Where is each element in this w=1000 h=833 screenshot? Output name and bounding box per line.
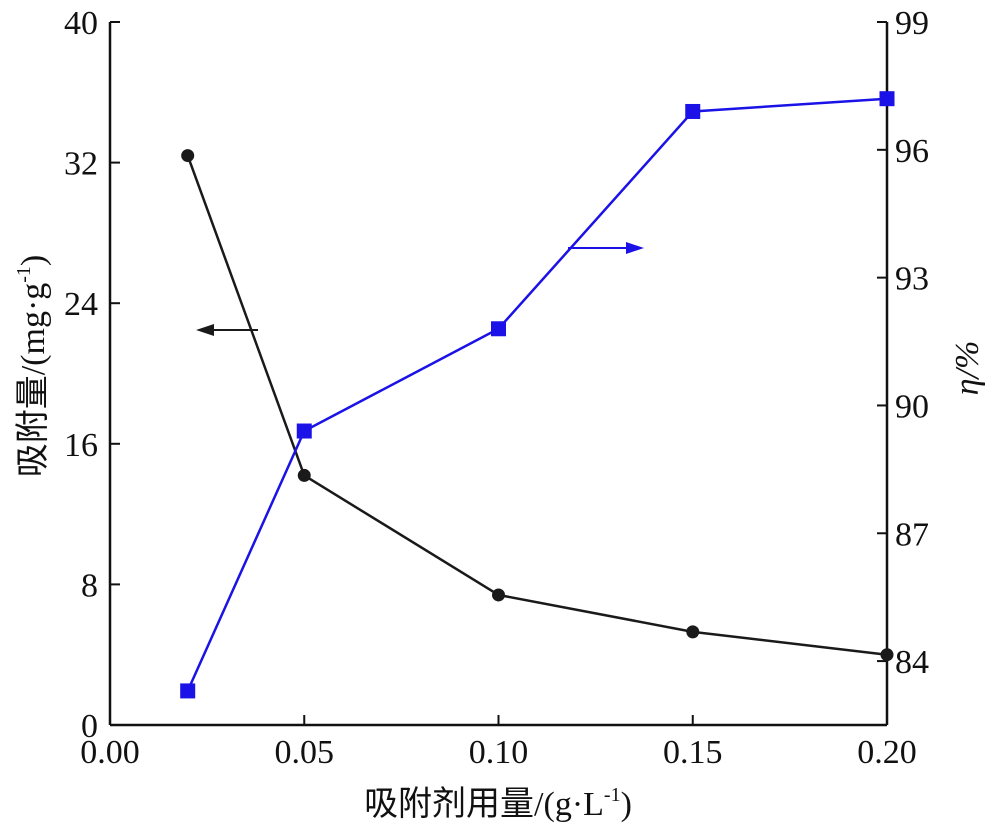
series-line-left <box>186 155 888 656</box>
x-tick-label: 0.00 <box>80 734 140 771</box>
y-left-tick-label: 24 <box>64 286 98 323</box>
y-left-tick-label: 32 <box>64 146 98 183</box>
y-right-tick-label: 90 <box>895 388 929 425</box>
y-right-tick-label: 99 <box>895 5 929 42</box>
data-point-circle <box>880 648 894 662</box>
y-left-tick-label: 40 <box>64 5 98 42</box>
data-point-circle <box>686 625 700 639</box>
data-point-square <box>180 683 196 699</box>
right-axis-arrowhead <box>626 242 644 254</box>
data-point-circle <box>181 149 195 163</box>
y-right-tick-label: 93 <box>895 261 929 298</box>
y-right-tick-label: 87 <box>895 516 929 553</box>
y-left-tick-label: 16 <box>64 427 98 464</box>
data-point-circle <box>297 468 311 482</box>
x-axis-title: 吸附剂用量/(g·L-1) <box>364 784 632 823</box>
y-right-axis-title: η/% <box>949 341 986 396</box>
data-point-square <box>685 103 701 119</box>
x-tick-label: 0.15 <box>663 734 723 771</box>
data-point-square <box>491 321 506 337</box>
y-left-axis-title: 吸附量/(mg·g-1) <box>13 255 52 478</box>
plot-marks <box>180 91 895 699</box>
y-right-tick-label: 84 <box>895 644 929 681</box>
data-point-square <box>296 423 312 439</box>
x-tick-label: 0.05 <box>275 734 335 771</box>
left-axis-arrowhead <box>196 324 214 336</box>
y-left-tick-label: 0 <box>81 708 98 745</box>
x-tick-label: 0.10 <box>469 734 529 771</box>
data-point-circle <box>492 588 505 602</box>
x-tick-label: 0.20 <box>857 734 917 771</box>
y-right-tick-label: 96 <box>895 133 929 170</box>
data-point-square <box>879 91 895 107</box>
axes <box>108 21 889 727</box>
axis-labels: 0.00 0.05 0.10 0.15 0.20 0 8 16 24 32 40 84 87 90 93 96… <box>13 5 986 823</box>
y-left-tick-label: 8 <box>81 567 98 604</box>
